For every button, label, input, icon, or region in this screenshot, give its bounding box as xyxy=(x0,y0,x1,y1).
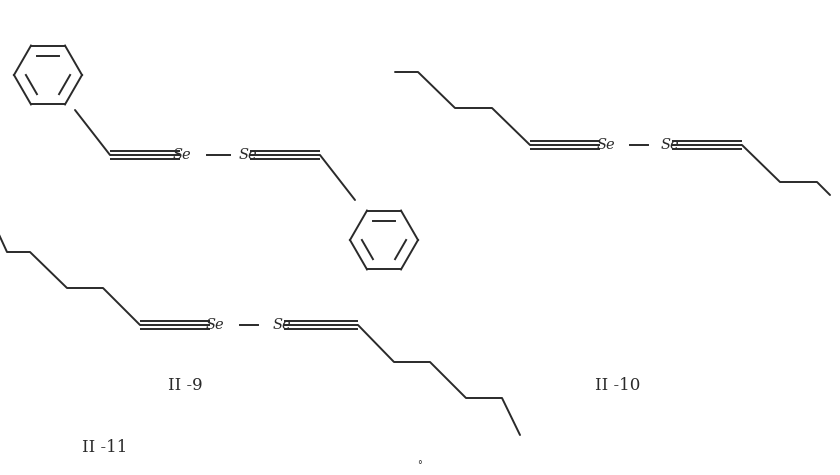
Text: Se: Se xyxy=(239,148,257,162)
Text: Se: Se xyxy=(596,138,616,152)
Text: Se: Se xyxy=(206,318,224,332)
Text: II -9: II -9 xyxy=(168,377,202,393)
Text: Se: Se xyxy=(273,318,291,332)
Text: Se: Se xyxy=(173,148,192,162)
Text: °: ° xyxy=(417,460,423,470)
Text: Se: Se xyxy=(661,138,680,152)
Text: II -10: II -10 xyxy=(596,377,641,393)
Text: II -11: II -11 xyxy=(82,439,128,456)
